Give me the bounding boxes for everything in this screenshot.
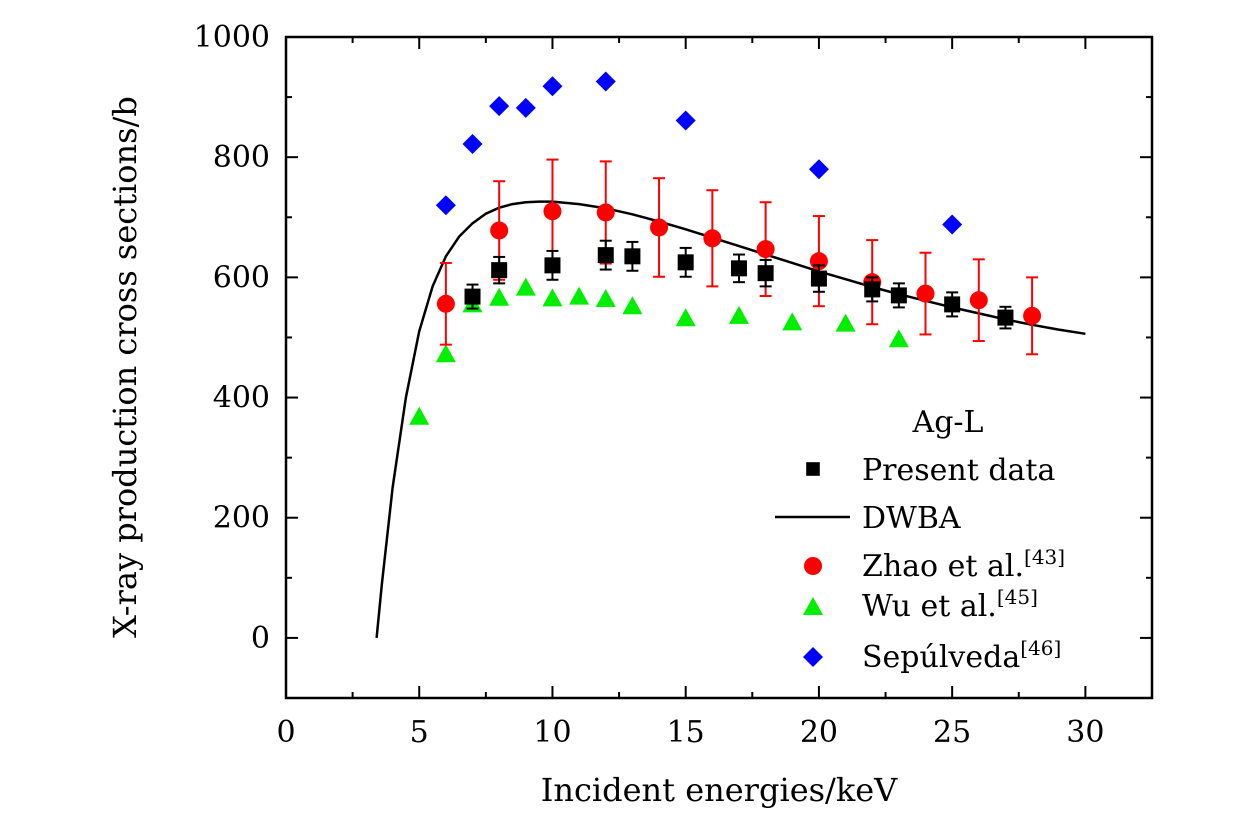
- wu-point: [835, 313, 856, 332]
- wu-point: [595, 288, 616, 307]
- sepulveda-point: [675, 110, 696, 131]
- legend-label-dwba: DWBA: [862, 501, 961, 536]
- x-tick-label: 10: [533, 715, 571, 750]
- present-data-point: [864, 281, 881, 298]
- y-axis-label: X-ray production cross sections/b: [106, 96, 144, 638]
- present-data-point: [677, 254, 694, 271]
- wu-point: [728, 305, 749, 324]
- wu-point: [569, 286, 590, 305]
- zhao-point: [916, 284, 935, 303]
- legend-marker-present-data: [806, 462, 820, 476]
- sepulveda-point: [515, 97, 536, 118]
- sepulveda-point: [808, 159, 829, 180]
- legend-ref-wu: [45]: [997, 585, 1038, 609]
- wu-point: [435, 344, 456, 363]
- sepulveda-point: [942, 214, 963, 235]
- legend-label-present-data: Present data: [862, 453, 1055, 488]
- y-tick-label: 200: [213, 501, 270, 536]
- zhao-point: [543, 202, 562, 221]
- zhao-point: [703, 229, 722, 248]
- y-tick-label: 400: [213, 381, 270, 416]
- wu-point: [888, 329, 909, 348]
- zhao-point: [1023, 306, 1042, 325]
- x-tick-label: 30: [1066, 715, 1104, 750]
- present-data-point: [624, 248, 641, 265]
- x-tick-label: 15: [667, 715, 705, 750]
- legend-marker-zhao: [804, 557, 822, 575]
- wu-point: [409, 406, 430, 425]
- wu-point: [675, 308, 696, 327]
- dwba-line: [375, 200, 1086, 639]
- x-tick-label: 5: [410, 715, 429, 750]
- present-data-point: [757, 265, 774, 282]
- x-tick-label: 25: [933, 715, 971, 750]
- sepulveda-point: [462, 133, 483, 154]
- present-data-point: [997, 309, 1014, 326]
- zhao-point: [756, 240, 775, 259]
- sepulveda-point: [595, 71, 616, 92]
- present-data-point: [944, 296, 961, 313]
- legend-label-zhao: Zhao et al.[43]: [862, 545, 1065, 584]
- axis-ticks: 0 5 10 15 20 25 30 0 200 400 600 800 1000: [194, 20, 1152, 750]
- plot-area: [375, 71, 1086, 639]
- legend-markers: [775, 462, 850, 667]
- zhao-point: [436, 294, 455, 313]
- present-data-point: [544, 257, 561, 274]
- present-data-point: [890, 287, 907, 304]
- present-data-point: [810, 270, 827, 287]
- y-tick-label: 800: [213, 140, 270, 175]
- wu-point: [622, 296, 643, 315]
- y-tick-label: 1000: [194, 20, 270, 55]
- sepulveda-point: [435, 195, 456, 216]
- sepulveda-point: [542, 76, 563, 97]
- present-data-point: [464, 288, 481, 305]
- zhao-point: [490, 221, 509, 240]
- zhao-point: [596, 203, 615, 222]
- y-tick-label: 600: [213, 260, 270, 295]
- legend-title: Ag-L: [912, 405, 984, 440]
- zhao-point: [650, 218, 669, 237]
- legend-marker-sepulveda: [803, 647, 823, 667]
- legend-ref-zhao: [43]: [1024, 545, 1065, 569]
- legend-marker-wu: [803, 597, 823, 615]
- legend-label-sepulveda: Sepúlveda[46]: [862, 636, 1061, 675]
- present-data-point: [597, 247, 614, 264]
- x-tick-label: 20: [800, 715, 838, 750]
- plot-frame: [284, 35, 1154, 700]
- sepulveda-point: [489, 96, 510, 117]
- legend-ref-sepulveda: [46]: [1020, 636, 1061, 660]
- wu-point: [489, 287, 510, 306]
- zhao-point: [969, 291, 988, 310]
- present-data-point: [730, 260, 747, 277]
- wu-point: [542, 288, 563, 307]
- wu-point: [515, 277, 536, 296]
- wu-point: [782, 312, 803, 331]
- present-data-point: [491, 262, 508, 279]
- legend: Ag-L Present data DWBA Zhao et al.[43] W…: [775, 405, 1065, 675]
- x-tick-label: 0: [276, 715, 295, 750]
- y-tick-label: 0: [251, 621, 270, 656]
- legend-label-wu: Wu et al.[45]: [862, 585, 1038, 624]
- x-axis-label: Incident energies/keV: [541, 771, 898, 809]
